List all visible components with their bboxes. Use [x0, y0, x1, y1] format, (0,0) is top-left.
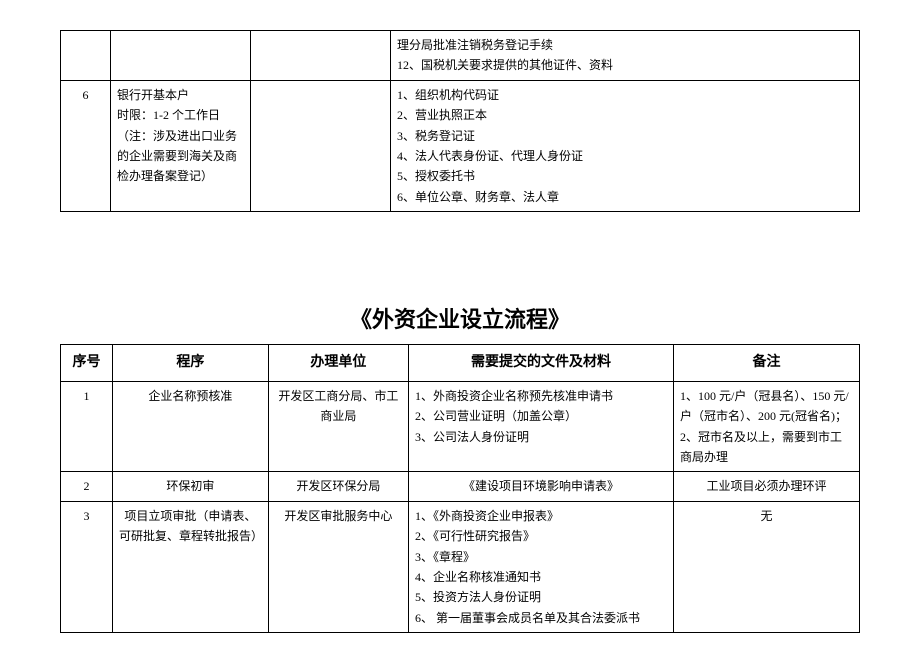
- th-proc: 程序: [112, 345, 268, 382]
- th-note: 备注: [673, 345, 859, 382]
- t2-r1-proc: 环保初审: [112, 472, 268, 501]
- t1-r0-proc: [111, 31, 251, 81]
- t1-r1-seq: 6: [61, 80, 111, 211]
- t1-r1-docs: 1、组织机构代码证2、营业执照正本3、税务登记证4、法人代表身份证、代理人身份证…: [391, 80, 860, 211]
- t2-r0-proc: 企业名称预核准: [112, 381, 268, 472]
- t2-r1-unit: 开发区环保分局: [268, 472, 408, 501]
- t2-r1-note: 工业项目必须办理环评: [673, 472, 859, 501]
- table2-header-row: 序号 程序 办理单位 需要提交的文件及材料 备注: [61, 345, 860, 382]
- t2-r2-seq: 3: [61, 501, 113, 632]
- table-row: 2 环保初审 开发区环保分局 《建设项目环境影响申请表》 工业项目必须办理环评: [61, 472, 860, 501]
- table2-wrap: 序号 程序 办理单位 需要提交的文件及材料 备注 1 企业名称预核准 开发区工商…: [60, 344, 860, 633]
- t2-r2-proc: 项目立项审批（申请表、可研批复、章程转批报告）: [112, 501, 268, 632]
- table-row: 3 项目立项审批（申请表、可研批复、章程转批报告） 开发区审批服务中心 1、《外…: [61, 501, 860, 632]
- th-seq: 序号: [61, 345, 113, 382]
- t2-r2-docs: 1、《外商投资企业申报表》2、《可行性研究报告》3、《章程》4、企业名称核准通知…: [409, 501, 674, 632]
- table-row: 6 银行开基本户时限：1-2 个工作日（注：涉及进出口业务的企业需要到海关及商检…: [61, 80, 860, 211]
- th-docs: 需要提交的文件及材料: [409, 345, 674, 382]
- process-table-1: 理分局批准注销税务登记手续12、国税机关要求提供的其他证件、资料 6 银行开基本…: [60, 30, 860, 212]
- t2-r0-seq: 1: [61, 381, 113, 472]
- t2-r0-note: 1、100 元/户（冠县名）、150 元/户（冠市名）、200 元(冠省名)；2…: [673, 381, 859, 472]
- section-title: 《外资企业设立流程》: [60, 302, 860, 334]
- t2-r2-unit: 开发区审批服务中心: [268, 501, 408, 632]
- t1-r0-docs: 理分局批准注销税务登记手续12、国税机关要求提供的其他证件、资料: [391, 31, 860, 81]
- table-row: 理分局批准注销税务登记手续12、国税机关要求提供的其他证件、资料: [61, 31, 860, 81]
- t2-r0-unit: 开发区工商分局、市工商业局: [268, 381, 408, 472]
- t2-r2-note: 无: [673, 501, 859, 632]
- t1-r1-unit: [251, 80, 391, 211]
- t1-r1-proc: 银行开基本户时限：1-2 个工作日（注：涉及进出口业务的企业需要到海关及商检办理…: [111, 80, 251, 211]
- t2-r1-docs: 《建设项目环境影响申请表》: [409, 472, 674, 501]
- t1-r0-seq: [61, 31, 111, 81]
- table1-wrap: 理分局批准注销税务登记手续12、国税机关要求提供的其他证件、资料 6 银行开基本…: [60, 30, 860, 212]
- t1-r0-unit: [251, 31, 391, 81]
- t2-r1-seq: 2: [61, 472, 113, 501]
- th-unit: 办理单位: [268, 345, 408, 382]
- t2-r0-docs: 1、外商投资企业名称预先核准申请书2、公司营业证明（加盖公章）3、公司法人身份证…: [409, 381, 674, 472]
- process-table-2: 序号 程序 办理单位 需要提交的文件及材料 备注 1 企业名称预核准 开发区工商…: [60, 344, 860, 633]
- table-row: 1 企业名称预核准 开发区工商分局、市工商业局 1、外商投资企业名称预先核准申请…: [61, 381, 860, 472]
